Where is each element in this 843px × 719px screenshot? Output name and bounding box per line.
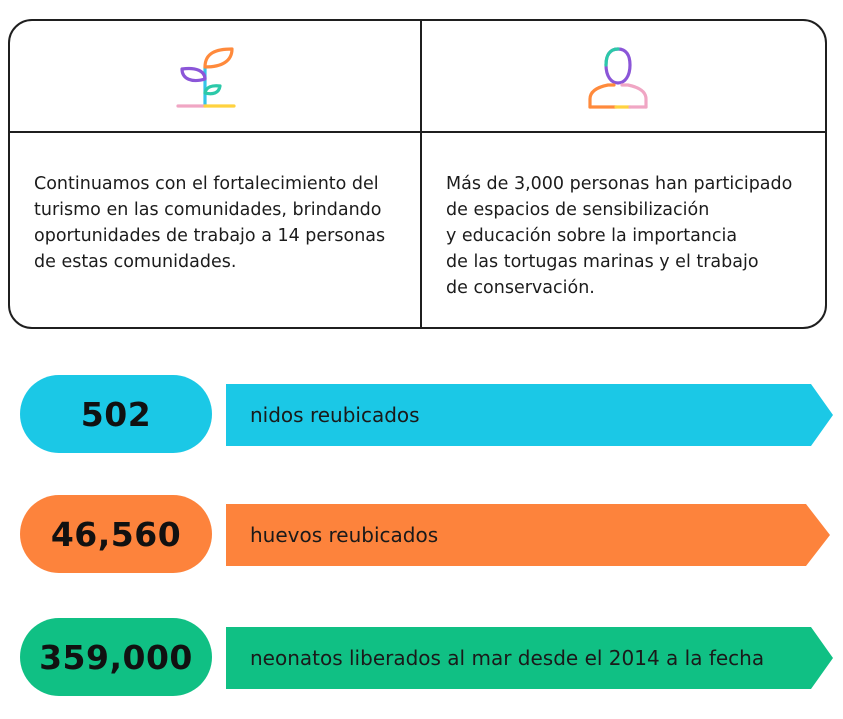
text-line: de conservación. [446,278,595,298]
stat-label-banner: neonatos liberados al mar desde el 2014 … [226,627,833,689]
stat-value-pill: 359,000 [20,618,212,696]
stat-label-banner: huevos reubicados [226,504,833,566]
stat-value-pill: 502 [20,375,212,453]
community-tourism-text: Continuamos con el fortalecimiento del t… [34,171,414,275]
stat-label: huevos reubicados [250,523,439,547]
stat-label: nidos reubicados [250,403,420,427]
text-line: de estas comunidades. [34,252,237,272]
banner-arrow-shape [226,627,833,689]
awareness-text: Más de 3,000 personas han participado de… [446,171,821,301]
stat-label: neonatos liberados al mar desde el 2014 … [250,646,765,670]
text-line: Continuamos con el fortalecimiento del [34,174,379,194]
banner-arrow-shape [226,504,830,566]
stat-row-hatchlings: 359,000 neonatos liberados al mar desde … [0,618,843,698]
banner-arrow-shape [226,384,833,446]
text-line: de las tortugas marinas y el trabajo [446,252,759,272]
card-horizontal-divider [10,131,825,133]
text-line: y educación sobre la importancia [446,226,738,246]
stat-row-nests: 502 nidos reubicados [0,375,843,455]
person-icon [586,43,650,109]
text-line: oportunidades de trabajo a 14 personas [34,226,386,246]
stat-label-banner: nidos reubicados [226,384,833,446]
stat-value-pill: 46,560 [20,495,212,573]
card-vertical-divider [420,21,422,327]
info-card: Continuamos con el fortalecimiento del t… [8,19,827,329]
text-line: de espacios de sensibilización [446,200,710,220]
sprout-icon [174,43,238,109]
text-line: turismo en las comunidades, brindando [34,200,382,220]
stat-row-eggs: 46,560 huevos reubicados [0,495,843,575]
text-line: Más de 3,000 personas han participado [446,174,793,194]
